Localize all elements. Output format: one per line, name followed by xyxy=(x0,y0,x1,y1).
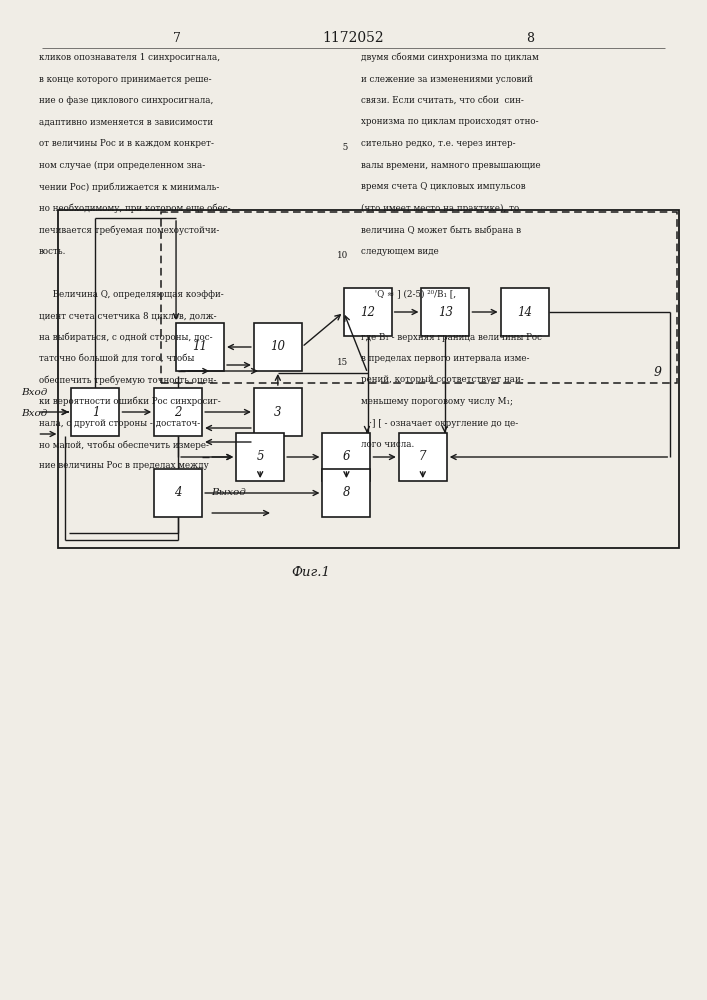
Bar xyxy=(254,323,302,371)
Bar xyxy=(58,210,679,548)
Text: 1: 1 xyxy=(92,406,99,418)
Text: в пределах первого интервала изме-: в пределах первого интервала изме- xyxy=(361,354,529,363)
Text: 11: 11 xyxy=(192,340,208,354)
Text: ки вероятности ошибки Рос синхросиг-: ки вероятности ошибки Рос синхросиг- xyxy=(39,397,221,406)
Text: 3: 3 xyxy=(274,406,281,418)
Text: и слежение за изменениями условий: и слежение за изменениями условий xyxy=(361,75,532,84)
Text: на выбираться, с одной стороны, дос-: на выбираться, с одной стороны, дос- xyxy=(39,332,213,342)
Text: величина Q может быть выбрана в: величина Q может быть выбрана в xyxy=(361,225,520,235)
Text: циент счета счетчика 8 циклов, долж-: циент счета счетчика 8 циклов, долж- xyxy=(39,311,216,320)
Text: Фиг.1: Фиг.1 xyxy=(292,566,330,578)
Text: двумя сбоями синхронизма по циклам: двумя сбоями синхронизма по циклам xyxy=(361,53,538,62)
Text: печивается требуемая помехоустойчи-: печивается требуемая помехоустойчи- xyxy=(39,225,219,235)
Text: 1172052: 1172052 xyxy=(322,31,385,45)
Text: 5: 5 xyxy=(257,450,264,464)
Text: следующем виде: следующем виде xyxy=(361,246,438,255)
Text: 15: 15 xyxy=(337,358,348,367)
Text: таточно большой для того, чтобы: таточно большой для того, чтобы xyxy=(39,354,194,363)
Text: 13: 13 xyxy=(438,306,453,318)
Text: вость.: вость. xyxy=(39,246,66,255)
Text: 2: 2 xyxy=(175,406,182,418)
Text: время счета Q цикловых импульсов: время счета Q цикловых импульсов xyxy=(361,182,525,191)
Text: от величины Рос и в каждом конкрет-: от величины Рос и в каждом конкрет- xyxy=(39,139,214,148)
Text: 7: 7 xyxy=(173,31,181,44)
Bar xyxy=(154,469,202,517)
Bar xyxy=(176,323,224,371)
Text: 10: 10 xyxy=(270,340,286,354)
Text: лого числа.: лого числа. xyxy=(361,440,414,449)
Text: 7: 7 xyxy=(419,450,426,464)
Bar xyxy=(344,288,392,336)
Bar xyxy=(322,469,370,517)
Text: 8: 8 xyxy=(343,487,350,499)
Bar xyxy=(71,388,119,436)
Text: Вход: Вход xyxy=(21,409,48,418)
Text: ние величины Рос в пределах между: ние величины Рос в пределах между xyxy=(39,462,209,471)
Text: нала, с другой стороны - достаточ-: нала, с другой стороны - достаточ- xyxy=(39,419,200,428)
Text: хронизма по циклам происходят отно-: хронизма по циклам происходят отно- xyxy=(361,117,538,126)
Text: где B₁ - верхняя граница величины Рос: где B₁ - верхняя граница величины Рос xyxy=(361,332,542,342)
Text: Величина Q, определяющая коэффи-: Величина Q, определяющая коэффи- xyxy=(39,290,223,299)
Text: 12: 12 xyxy=(360,306,375,318)
Text: связи. Если считать, что сбои  син-: связи. Если считать, что сбои син- xyxy=(361,96,523,105)
Text: чении Рос) приближается к минималь-: чении Рос) приближается к минималь- xyxy=(39,182,219,192)
Bar xyxy=(421,288,469,336)
Bar xyxy=(254,388,302,436)
Text: 5: 5 xyxy=(339,143,348,152)
Text: меньшему пороговому числу M₁;: меньшему пороговому числу M₁; xyxy=(361,397,513,406)
Text: но малой, чтобы обеспечить измере-: но малой, чтобы обеспечить измере- xyxy=(39,440,209,450)
Text: валы времени, намного превышающие: валы времени, намного превышающие xyxy=(361,161,540,170)
Text: но необходимому, при котором еще обес-: но необходимому, при котором еще обес- xyxy=(39,204,230,213)
Text: в конце которого принимается реше-: в конце которого принимается реше- xyxy=(39,75,211,84)
Text: обеспечить требуемую точность оцен-: обеспечить требуемую точность оцен- xyxy=(39,375,216,385)
Bar xyxy=(154,388,202,436)
Text: ·] [ - означает округление до це-: ·] [ - означает округление до це- xyxy=(361,419,518,428)
Bar xyxy=(399,433,447,481)
Text: 9: 9 xyxy=(653,365,662,378)
Text: Вход: Вход xyxy=(21,388,48,397)
Text: (что имеет место на практике), то: (что имеет место на практике), то xyxy=(361,204,519,213)
Text: 14: 14 xyxy=(517,306,532,318)
Text: 'Q ≈ ] (2-5) ²⁰/B₁ [,: 'Q ≈ ] (2-5) ²⁰/B₁ [, xyxy=(361,290,456,299)
Text: Выход: Выход xyxy=(211,488,245,497)
Text: сительно редко, т.е. через интер-: сительно редко, т.е. через интер- xyxy=(361,139,515,148)
Text: адаптивно изменяется в зависимости: адаптивно изменяется в зависимости xyxy=(39,117,213,126)
Text: 4: 4 xyxy=(175,487,182,499)
Text: ном случае (при определенном зна-: ном случае (при определенном зна- xyxy=(39,161,205,170)
Bar xyxy=(501,288,549,336)
Text: 8: 8 xyxy=(526,31,534,44)
Bar xyxy=(236,433,284,481)
Text: ние о фазе циклового синхросигнала,: ние о фазе циклового синхросигнала, xyxy=(39,96,214,105)
Text: 10: 10 xyxy=(337,251,348,260)
Bar xyxy=(322,433,370,481)
Bar xyxy=(161,212,677,383)
Text: рений, который соответствует наи-: рений, который соответствует наи- xyxy=(361,375,523,384)
Text: 6: 6 xyxy=(343,450,350,464)
Text: кликов опознавателя 1 синхросигнала,: кликов опознавателя 1 синхросигнала, xyxy=(39,53,220,62)
